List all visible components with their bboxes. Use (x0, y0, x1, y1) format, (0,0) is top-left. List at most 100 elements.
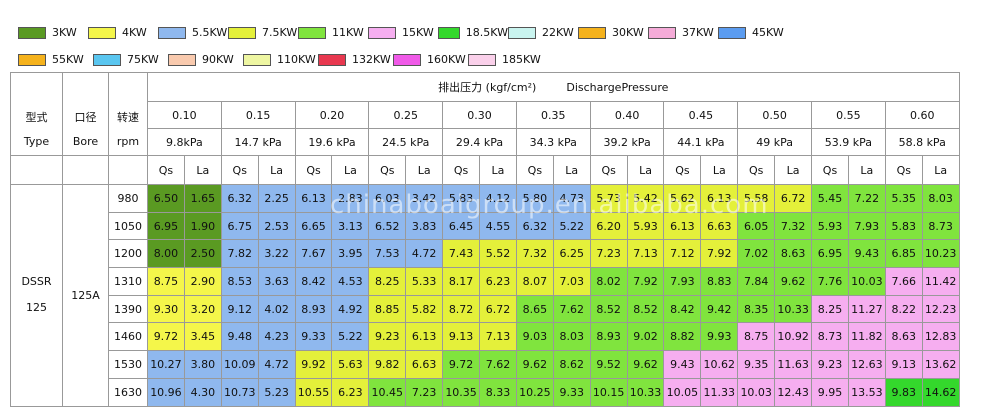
la-cell: 8.62 (552, 350, 591, 379)
la-cell: 10.03 (847, 267, 886, 296)
legend-label: 4KW (122, 26, 147, 39)
qs-cell: 5.58 (737, 184, 776, 213)
header-cell (108, 72, 148, 102)
qs-cell: 8.63 (884, 322, 923, 352)
qs-cell: 9.72 (147, 322, 185, 352)
qs-cell: 7.84 (737, 267, 776, 296)
la-cell: 8.52 (626, 294, 665, 324)
kpa-cell: 14.7 kPa (220, 128, 296, 156)
la-head: La (479, 155, 517, 185)
pressure-cell: 0.60 (884, 101, 960, 129)
qs-cell: 5.93 (811, 211, 849, 241)
la-cell: 7.93 (847, 211, 886, 241)
qs-cell: 8.52 (589, 294, 628, 324)
header-cell (10, 72, 63, 102)
la-cell: 5.23 (257, 377, 296, 407)
qs-cell: 8.73 (811, 322, 849, 352)
data-row: 1530 10.27 3.80 10.09 4.72 9.92 5.63 9.82 6.63 9.… (11, 350, 960, 379)
la-cell: 7.23 (405, 377, 444, 407)
la-cell: 10.33 (774, 294, 813, 324)
qs-cell: 7.76 (811, 267, 849, 296)
qs-cell: 7.93 (663, 267, 702, 296)
header-row: 排出压力 (kgf/cm²) DischargePressure (10, 72, 960, 102)
legend-label: 5.5KW (192, 26, 228, 39)
rpm-cell: 980 (108, 184, 148, 213)
qs-cell: 7.53 (368, 239, 407, 269)
la-cell: 6.72 (479, 294, 517, 324)
legend-item: 110KW (243, 53, 318, 66)
rpm-cell: 1390 (108, 294, 148, 324)
spec-table: 排出压力 (kgf/cm²) DischargePressure 型式 Type 口径 B… (10, 72, 960, 407)
la-cell: 8.03 (921, 184, 960, 213)
la-cell: 9.33 (552, 377, 591, 407)
qs-cell: 9.48 (220, 322, 259, 352)
la-cell: 5.52 (479, 239, 517, 269)
header-row: 9.8kPa 14.7 kPa 19.6 kPa 24.5 kPa 29.4 kPa 34… (11, 128, 960, 156)
legend-label: 160KW (427, 53, 466, 66)
qs-cell: 8.53 (220, 267, 259, 296)
kpa-cell: 9.8kPa (147, 128, 222, 156)
la-head: La (183, 155, 222, 185)
la-cell: 2.50 (183, 239, 222, 269)
la-head: La (774, 155, 813, 185)
header-text: 口径 (74, 110, 97, 124)
qs-cell: 8.25 (368, 267, 407, 296)
la-cell: 5.82 (405, 294, 444, 324)
qs-cell: 6.50 (147, 184, 185, 213)
la-cell: 5.93 (626, 211, 665, 241)
la-head: La (257, 155, 296, 185)
la-cell: 5.42 (626, 184, 665, 213)
data-row: 1460 9.72 3.45 9.48 4.23 9.33 5.22 9.23 6.13 9.13… (11, 322, 960, 352)
qs-cell: 5.83 (442, 184, 481, 213)
kpa-cell: 24.5 kPa (368, 128, 444, 156)
header-text: Type (23, 134, 50, 148)
legend-item: 30KW (578, 26, 648, 39)
header-cell (62, 72, 109, 102)
la-cell: 7.92 (626, 267, 665, 296)
qs-cell: 8.42 (663, 294, 702, 324)
header-text: 排出压力 (kgf/cm²) (438, 81, 537, 94)
la-cell: 1.90 (183, 211, 222, 241)
qs-cell: 8.72 (442, 294, 481, 324)
la-head: La (552, 155, 591, 185)
rpm-cell: 1200 (108, 239, 148, 269)
legend-swatch (648, 26, 676, 39)
la-cell: 11.63 (774, 350, 813, 379)
la-cell: 6.23 (479, 267, 517, 296)
header-cell: 排出压力 (kgf/cm²) DischargePressure (147, 72, 960, 102)
la-head: La (700, 155, 739, 185)
header-text: rpm (116, 134, 140, 148)
legend-swatch (243, 53, 271, 66)
qs-cell: 6.75 (220, 211, 259, 241)
legend-item: 11KW (298, 26, 368, 39)
qs-cell: 7.23 (589, 239, 628, 269)
qs-cell: 9.23 (811, 350, 849, 379)
qs-cell: 8.93 (589, 322, 628, 352)
la-cell: 6.13 (405, 322, 444, 352)
data-row: 1630 10.96 4.30 10.73 5.23 10.55 6.23 10.45 7.23… (11, 377, 960, 407)
qs-cell: 9.72 (442, 350, 481, 379)
la-cell: 7.62 (552, 294, 591, 324)
pressure-cell: 0.55 (811, 101, 886, 129)
pressure-cell: 0.35 (515, 101, 591, 129)
legend-label: 22KW (542, 26, 574, 39)
la-cell: 14.62 (921, 377, 960, 407)
la-cell: 11.33 (700, 377, 739, 407)
la-cell: 4.30 (183, 377, 222, 407)
la-cell: 6.25 (552, 239, 591, 269)
qs-cell: 7.43 (442, 239, 481, 269)
qs-cell: 5.83 (884, 211, 923, 241)
qs-cell: 8.07 (515, 267, 554, 296)
legend-item: 160KW (393, 53, 468, 66)
legend-label: 75KW (127, 53, 159, 66)
legend-label: 3KW (52, 26, 77, 39)
legend-label: 37KW (682, 26, 714, 39)
legend-swatch (578, 26, 606, 39)
qs-cell: 10.27 (147, 350, 185, 379)
qs-cell: 5.73 (589, 184, 628, 213)
qs-cell: 6.32 (220, 184, 259, 213)
data-row: 1310 8.75 2.90 8.53 3.63 8.42 4.53 8.25 5.33 8.17… (11, 267, 960, 296)
legend-swatch (18, 53, 46, 66)
qs-cell: 9.13 (884, 350, 923, 379)
qs-cell: 9.12 (220, 294, 259, 324)
